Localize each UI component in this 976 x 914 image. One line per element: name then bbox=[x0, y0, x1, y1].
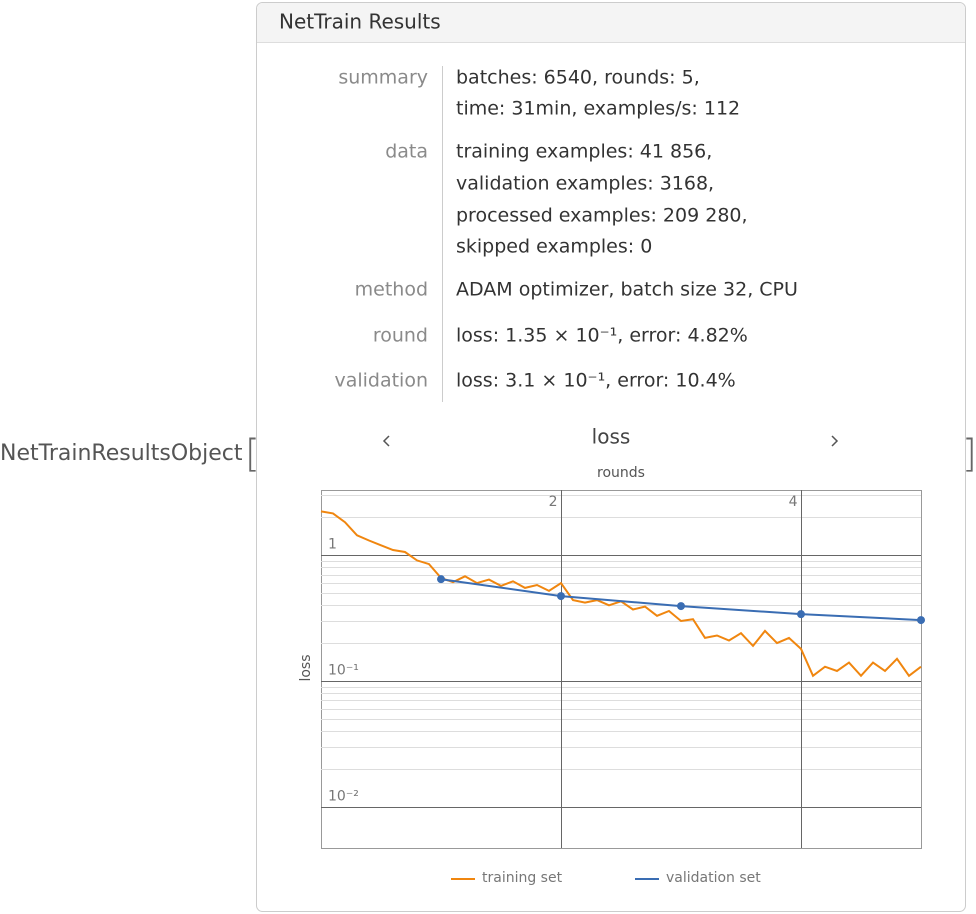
x-tick-label: 4 bbox=[789, 494, 798, 510]
chart-title: loss bbox=[592, 425, 631, 449]
plot-area bbox=[321, 490, 922, 849]
row-value: skipped examples: 0 bbox=[456, 236, 652, 258]
row-value: validation examples: 3168, bbox=[456, 173, 714, 195]
row-value: training examples: 41 856, bbox=[456, 141, 712, 163]
prev-arrow[interactable] bbox=[382, 435, 390, 447]
row-label: validation bbox=[334, 370, 428, 392]
x-tick-label: 2 bbox=[549, 494, 558, 510]
y-tick-label: 10⁻¹ bbox=[328, 663, 359, 679]
row-label: data bbox=[385, 141, 428, 163]
legend-label: validation set bbox=[666, 870, 761, 886]
panel-title: NetTrain Results bbox=[279, 10, 441, 34]
row-label: round bbox=[373, 325, 428, 347]
next-arrow[interactable] bbox=[831, 435, 839, 447]
y-tick-label: 10⁻² bbox=[328, 789, 359, 805]
row-label: method bbox=[355, 279, 428, 301]
point bbox=[437, 575, 445, 584]
y-tick-label: 1 bbox=[328, 537, 337, 553]
point bbox=[797, 610, 805, 619]
legend-label: training set bbox=[482, 870, 563, 886]
head: NetTrainResultsObject bbox=[0, 441, 243, 466]
point bbox=[677, 602, 685, 611]
row-label: summary bbox=[338, 67, 428, 89]
x-axis-label: rounds bbox=[597, 465, 645, 481]
row-value: ADAM optimizer, batch size 32, CPU bbox=[456, 279, 798, 301]
panel bbox=[256, 2, 966, 912]
row-value: processed examples: 209 280, bbox=[456, 205, 748, 227]
point bbox=[917, 616, 925, 625]
row-value: loss: 3.1 × 10⁻¹, error: 10.4% bbox=[456, 370, 736, 392]
row-value: loss: 1.35 × 10⁻¹, error: 4.82% bbox=[456, 325, 748, 347]
panel-header bbox=[257, 3, 965, 42]
y-axis-label: loss bbox=[298, 654, 314, 681]
row-value: batches: 6540, rounds: 5, bbox=[456, 67, 700, 89]
point bbox=[557, 592, 565, 601]
row-value: time: 31min, examples/s: 112 bbox=[456, 98, 740, 120]
